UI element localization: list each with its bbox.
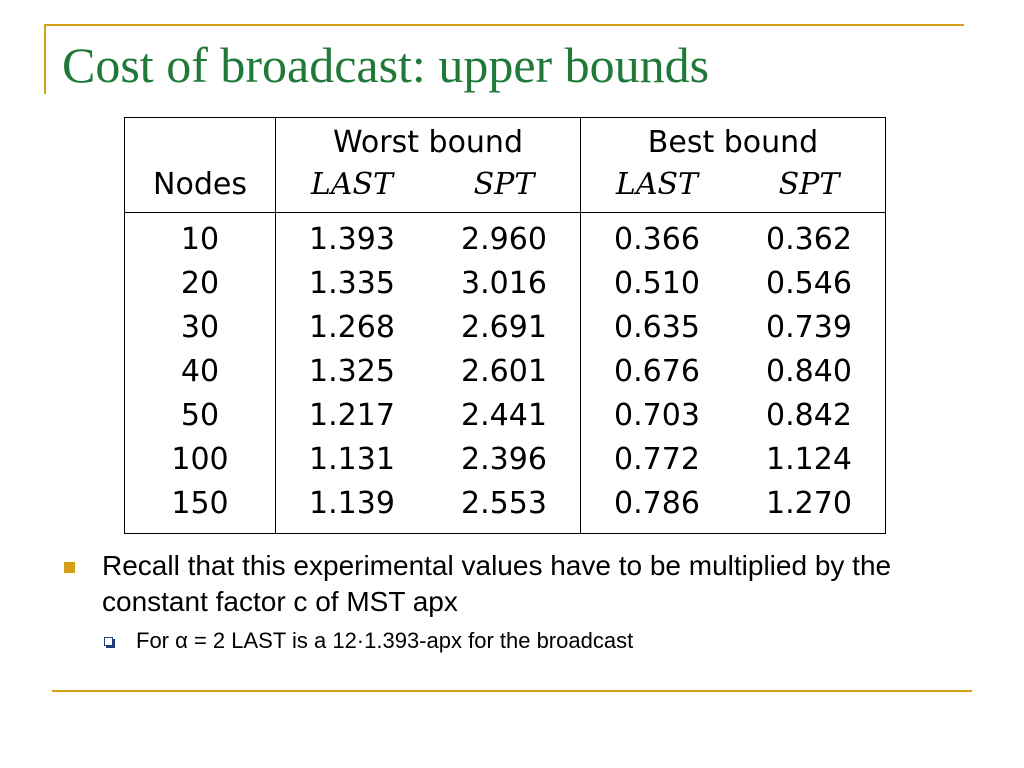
cell-best-spt: 0.546 <box>766 265 852 301</box>
cell-best-last: 0.772 <box>580 437 733 481</box>
table-row: 40 1.325 2.601 0.676 0.840 <box>125 349 886 393</box>
cell-best-spt: 0.739 <box>766 309 852 345</box>
cell-best-spt: 0.362 <box>766 221 852 257</box>
header-worst-spt: SPT <box>473 166 535 202</box>
header-best-spt: SPT <box>778 166 840 202</box>
cell-worst-spt: 2.441 <box>461 397 547 433</box>
cell-nodes: 40 <box>180 353 220 389</box>
header-empty-cell <box>125 118 276 163</box>
header-worst-last: LAST <box>275 162 428 213</box>
cell-best-last: 0.786 <box>580 481 733 534</box>
cell-worst-last: 1.393 <box>275 212 428 261</box>
cell-best-spt: 1.270 <box>766 485 852 521</box>
cell-best-last: 0.635 <box>580 305 733 349</box>
frame-left-rule <box>44 24 46 94</box>
cell-nodes: 100 <box>171 441 229 477</box>
cell-nodes: 20 <box>180 265 220 301</box>
bullet-text-level2: For α = 2 LAST is a 12·1.393-apx for the… <box>136 628 634 653</box>
cost-table: Worst bound Best bound Nodes LAST SPT LA… <box>124 117 886 534</box>
cell-worst-spt: 2.960 <box>461 221 547 257</box>
table-row: 50 1.217 2.441 0.703 0.842 <box>125 393 886 437</box>
table-row: 150 1.139 2.553 0.786 1.270 <box>125 481 886 534</box>
frame-top-rule <box>44 24 964 26</box>
table-body: 10 1.393 2.960 0.366 0.362 20 1.335 3.01… <box>125 212 886 534</box>
cell-worst-spt: 3.016 <box>461 265 547 301</box>
cell-best-spt: 0.840 <box>766 353 852 389</box>
header-nodes: Nodes <box>153 166 247 202</box>
cell-best-last: 0.676 <box>580 349 733 393</box>
table-row: 30 1.268 2.691 0.635 0.739 <box>125 305 886 349</box>
table-row: 20 1.335 3.016 0.510 0.546 <box>125 261 886 305</box>
cell-best-last: 0.703 <box>580 393 733 437</box>
cell-best-last: 0.510 <box>580 261 733 305</box>
cell-worst-spt: 2.601 <box>461 353 547 389</box>
bullet-item-level1: Recall that this experimental values hav… <box>60 548 960 620</box>
cell-nodes: 10 <box>180 221 220 257</box>
cell-nodes: 30 <box>180 309 220 345</box>
filled-square-bullet-icon <box>64 562 75 573</box>
bullet-list: Recall that this experimental values hav… <box>60 548 960 656</box>
cell-worst-last: 1.131 <box>275 437 428 481</box>
slide-title: Cost of broadcast: upper bounds <box>62 37 710 93</box>
header-best-last: LAST <box>580 162 733 213</box>
cell-worst-spt: 2.396 <box>461 441 547 477</box>
cell-worst-spt: 2.691 <box>461 309 547 345</box>
cell-worst-last: 1.139 <box>275 481 428 534</box>
cell-nodes: 150 <box>171 485 229 521</box>
cell-worst-spt: 2.553 <box>461 485 547 521</box>
header-worst-bound: Worst bound <box>275 117 581 162</box>
frame-bottom-rule <box>52 690 972 692</box>
bullet-text-level1: Recall that this experimental values hav… <box>102 550 892 617</box>
cell-worst-last: 1.335 <box>275 261 428 305</box>
cell-worst-last: 1.268 <box>275 305 428 349</box>
cell-nodes: 50 <box>180 397 220 433</box>
header-best-bound: Best bound <box>580 117 886 162</box>
cell-best-spt: 1.124 <box>766 441 852 477</box>
cell-best-last: 0.366 <box>580 212 733 261</box>
table-row: 100 1.131 2.396 0.772 1.124 <box>125 437 886 481</box>
bullet-item-level2: For α = 2 LAST is a 12·1.393-apx for the… <box>102 626 960 656</box>
cell-worst-last: 1.325 <box>275 349 428 393</box>
cell-best-spt: 0.842 <box>766 397 852 433</box>
table-row: 10 1.393 2.960 0.366 0.362 <box>125 212 886 261</box>
cell-worst-last: 1.217 <box>275 393 428 437</box>
hollow-square-bullet-icon <box>104 637 113 646</box>
